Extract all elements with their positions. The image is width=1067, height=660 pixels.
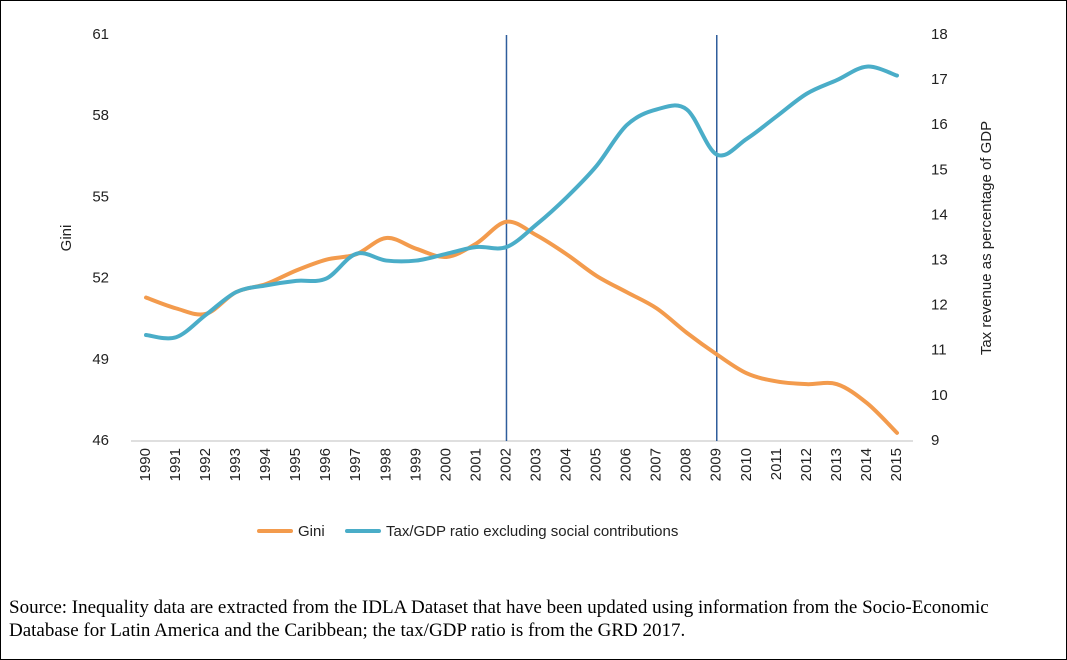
y-tick-label: 49 xyxy=(92,351,109,368)
y2-tick-label: 12 xyxy=(931,297,948,314)
x-tick-label: 1992 xyxy=(197,448,214,481)
chart: Gini Tax revenue as percentage of GDP 46… xyxy=(58,26,995,540)
line-series xyxy=(144,64,899,341)
x-tick-label: 2009 xyxy=(708,448,725,481)
y2-axis-label: Tax revenue as percentage of GDP xyxy=(978,121,995,355)
x-tick-label: 1999 xyxy=(407,448,424,481)
legend-label: Tax/GDP ratio excluding social contribut… xyxy=(386,523,678,540)
x-tick-label: 2002 xyxy=(497,448,514,481)
x-tick-label: 2004 xyxy=(558,448,575,481)
x-tick-label: 1990 xyxy=(137,448,154,481)
x-tick-label: 2011 xyxy=(768,448,785,480)
y-tick-label: 55 xyxy=(92,188,109,205)
y-axis-label: Gini xyxy=(58,225,75,252)
y2-tick-label: 9 xyxy=(931,432,939,449)
x-tick-label: 2014 xyxy=(858,448,875,481)
x-tick-label: 2013 xyxy=(828,448,845,481)
x-tick-label: 2015 xyxy=(888,448,905,481)
x-tick-label: 1998 xyxy=(377,448,394,481)
y-tick-label: 52 xyxy=(92,270,109,287)
y2-tick-label: 10 xyxy=(931,387,948,404)
x-tick-label: 1994 xyxy=(257,448,274,481)
x-tick-label: 1996 xyxy=(317,448,334,481)
y2-tick-label: 13 xyxy=(931,252,948,269)
y2-tick-label: 18 xyxy=(931,26,948,43)
x-tick-label: 2008 xyxy=(678,448,695,481)
x-tick-label: 2005 xyxy=(588,448,605,481)
source-note: Source: Inequality data are extracted fr… xyxy=(9,597,989,641)
y-tick-label: 58 xyxy=(92,107,109,124)
y-tick-label: 61 xyxy=(92,26,109,43)
x-tick-label: 2007 xyxy=(648,448,665,481)
y2-tick-label: 11 xyxy=(931,342,947,359)
x-tick-label: 2003 xyxy=(527,448,544,481)
x-tick-label: 1995 xyxy=(287,448,304,481)
line-series xyxy=(144,219,899,435)
y-tick-label: 46 xyxy=(92,432,109,449)
x-tick-label: 2001 xyxy=(467,448,484,481)
x-tick-label: 2010 xyxy=(738,448,755,481)
y2-tick-label: 15 xyxy=(931,161,948,178)
x-tick-label: 1993 xyxy=(227,448,244,481)
x-tick-label: 1997 xyxy=(347,448,364,481)
x-tick-label: 2006 xyxy=(618,448,635,481)
y2-tick-label: 16 xyxy=(931,116,948,133)
legend-label: Gini xyxy=(298,523,325,540)
y2-tick-label: 17 xyxy=(931,71,948,88)
y2-tick-label: 14 xyxy=(931,206,948,223)
x-tick-label: 2012 xyxy=(798,448,815,481)
x-tick-label: 2000 xyxy=(437,448,454,481)
x-tick-label: 1991 xyxy=(167,448,184,481)
